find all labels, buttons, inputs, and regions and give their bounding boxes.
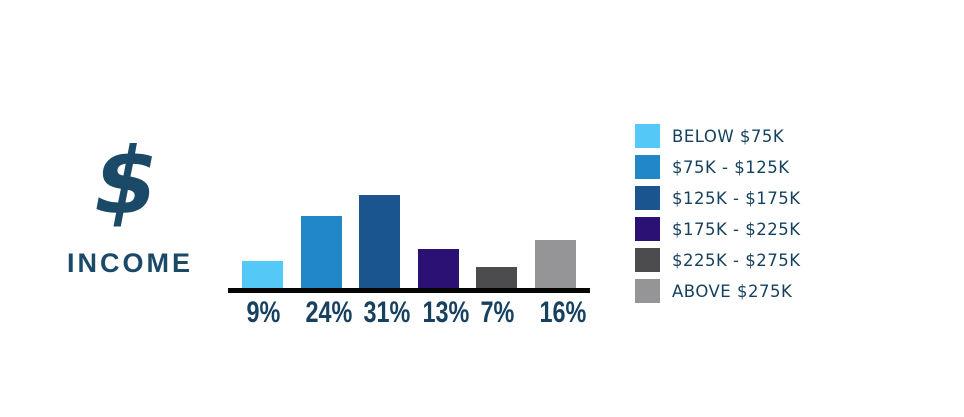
bar-125k-175k [359, 195, 400, 288]
legend-item-label: $175K - $225K [672, 219, 801, 239]
legend: BELOW $75K $75K - $125K $125K - $175K $1… [635, 124, 801, 303]
x-axis-line [228, 288, 590, 293]
legend-swatch [635, 186, 660, 210]
legend-swatch [635, 217, 660, 241]
dollar-icon: $ [93, 128, 158, 235]
bar-value-label: 7% [480, 296, 515, 329]
bar-value-label: 31% [363, 296, 411, 329]
bar-225k-275k [476, 267, 517, 288]
legend-item: $75K - $125K [635, 155, 801, 179]
bar-value-label: 9% [246, 296, 281, 329]
bar-above-275k [534, 240, 576, 288]
bar-value-label: 16% [539, 296, 586, 329]
legend-swatch [635, 155, 660, 179]
bar-175k-225k [417, 249, 459, 288]
legend-item: $175K - $225K [635, 217, 801, 241]
legend-item-label: ABOVE $275K [672, 281, 793, 301]
bar-value-labels: 9% 24% 31% 13% 7% 16% [242, 296, 586, 329]
bar-value-label: 24% [305, 296, 352, 329]
bar-chart [242, 190, 576, 288]
legend-swatch [635, 248, 660, 272]
legend-item: $125K - $175K [635, 186, 801, 210]
bar-value-label: 13% [422, 296, 469, 329]
legend-item: ABOVE $275K [635, 279, 801, 303]
legend-item: $225K - $275K [635, 248, 801, 272]
bar-below-75k [242, 261, 283, 288]
legend-item-label: BELOW $75K [672, 126, 785, 146]
chart-title: INCOME [67, 248, 193, 278]
legend-item-label: $75K - $125K [672, 157, 790, 177]
legend-swatch [635, 279, 660, 303]
bar-75k-125k [300, 216, 342, 288]
legend-item-label: $125K - $175K [672, 188, 801, 208]
legend-item: BELOW $75K [635, 124, 801, 148]
legend-swatch [635, 124, 660, 148]
legend-item-label: $225K - $275K [672, 250, 801, 270]
